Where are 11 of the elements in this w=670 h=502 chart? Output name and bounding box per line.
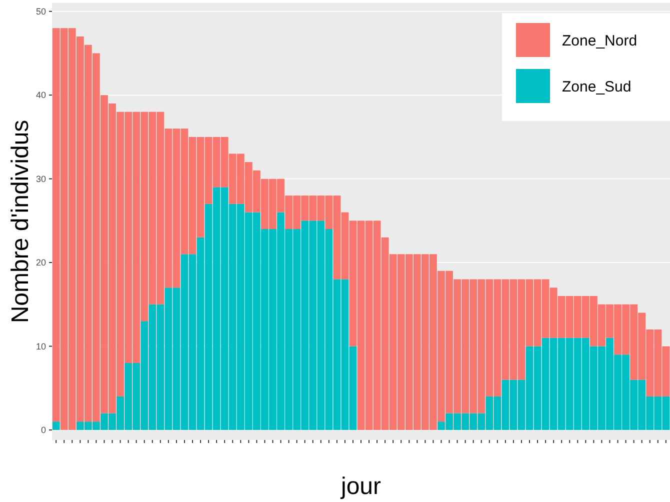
legend-label: Zone_Nord: [562, 32, 638, 50]
y-axis-title: Nombre d'individus: [7, 120, 34, 324]
legend-label: Zone_Sud: [562, 78, 632, 96]
y-tick-label: 0: [40, 425, 46, 436]
y-tick-label: 40: [36, 90, 46, 100]
y-tick-label: 10: [36, 341, 46, 352]
x-axis-title: jour: [340, 473, 382, 500]
y-tick-label: 20: [36, 258, 46, 268]
y-tick-label: 50: [36, 6, 46, 17]
y-tick-label: 30: [36, 174, 46, 184]
bar: [52, 422, 60, 430]
